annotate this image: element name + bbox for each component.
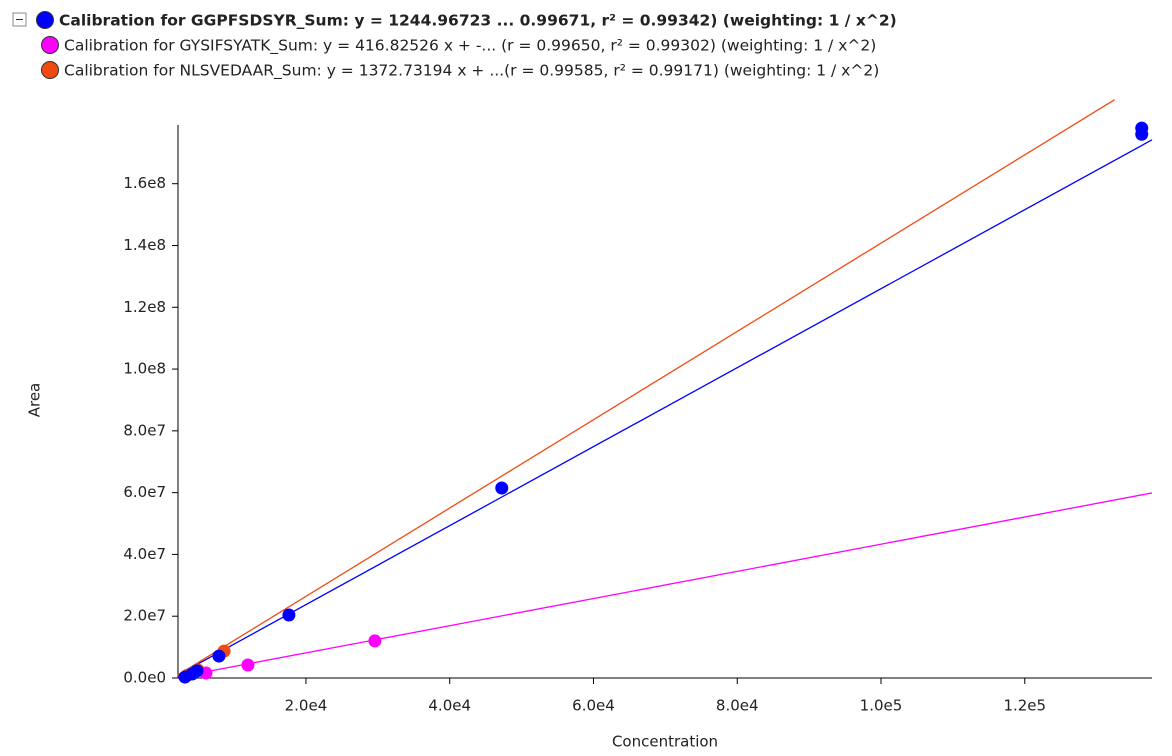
x-tick-label: 2.0e4 bbox=[285, 697, 328, 715]
legend-text: Calibration for GGPFSDSYR_Sum: y = 1244.… bbox=[59, 12, 897, 30]
y-tick-label: 6.0e7 bbox=[123, 483, 166, 501]
data-point bbox=[1135, 127, 1149, 141]
y-tick-label: 2.0e7 bbox=[123, 607, 166, 625]
y-axis-label: Area bbox=[26, 383, 44, 418]
x-tick-label: 6.0e4 bbox=[572, 697, 615, 715]
x-tick-label: 1.2e5 bbox=[1003, 697, 1046, 715]
x-axis-label: Concentration bbox=[612, 733, 718, 751]
x-tick-label: 4.0e4 bbox=[428, 697, 471, 715]
data-point bbox=[495, 481, 509, 495]
y-tick-label: 8.0e7 bbox=[123, 421, 166, 439]
legend-text: Calibration for NLSVEDAAR_Sum: y = 1372.… bbox=[64, 62, 879, 81]
fit-line bbox=[177, 492, 1153, 678]
y-tick-label: 0.0e0 bbox=[123, 669, 166, 687]
data-point bbox=[282, 608, 296, 622]
data-point bbox=[368, 634, 382, 648]
data-point bbox=[212, 649, 226, 663]
fit-line bbox=[177, 139, 1153, 676]
legend-marker[interactable] bbox=[41, 61, 59, 79]
x-tick-label: 8.0e4 bbox=[716, 697, 759, 715]
y-tick-label: 4.0e7 bbox=[123, 545, 166, 563]
legend-text: Calibration for GYSIFSYATK_Sum: y = 416.… bbox=[64, 37, 876, 56]
x-tick-label: 1.0e5 bbox=[860, 697, 903, 715]
legend-marker[interactable] bbox=[41, 36, 59, 54]
data-point bbox=[190, 664, 204, 678]
y-tick-label: 1.6e8 bbox=[123, 174, 166, 192]
legend-marker[interactable] bbox=[36, 11, 54, 29]
data-point bbox=[241, 658, 255, 672]
y-tick-label: 1.2e8 bbox=[123, 298, 166, 316]
fit-line bbox=[177, 99, 1115, 676]
y-tick-label: 1.4e8 bbox=[123, 236, 166, 254]
y-tick-label: 1.0e8 bbox=[123, 360, 166, 378]
